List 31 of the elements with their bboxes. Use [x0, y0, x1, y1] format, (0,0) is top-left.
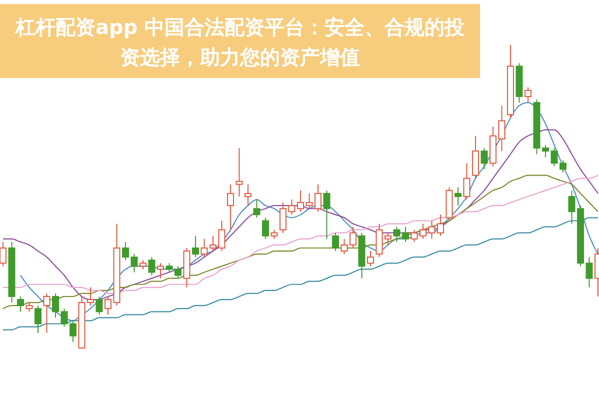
candlestick [463, 162, 470, 200]
candlestick [122, 241, 129, 261]
candlestick [262, 217, 269, 240]
candlestick [43, 292, 50, 334]
candlestick [192, 235, 199, 258]
candlestick [253, 199, 260, 218]
candlestick [130, 254, 138, 273]
candlestick [148, 256, 156, 276]
candlestick [524, 86, 532, 104]
candlestick [52, 292, 59, 318]
candlestick [332, 232, 339, 252]
candlestick [157, 262, 164, 279]
candlestick [244, 184, 252, 206]
candlestick [227, 184, 234, 230]
candlestick [104, 296, 112, 316]
candlestick [34, 305, 42, 334]
candlestick [367, 250, 374, 267]
candlestick [140, 260, 146, 270]
candlestick [454, 186, 462, 206]
candlestick [280, 202, 286, 234]
candlestick [218, 220, 226, 252]
candlestick [26, 302, 33, 312]
candlestick [586, 256, 593, 288]
candlestick [96, 296, 103, 316]
candlestick [480, 148, 488, 170]
candlestick [270, 229, 278, 240]
candlestick [323, 190, 330, 240]
chart-title: 杠杆配资app 中国合法配资平台：安全、合规的投资选择，助力您的资产增值 [14, 15, 466, 69]
candlestick [17, 296, 24, 312]
candlestick [498, 105, 506, 152]
candlestick [236, 148, 243, 197]
